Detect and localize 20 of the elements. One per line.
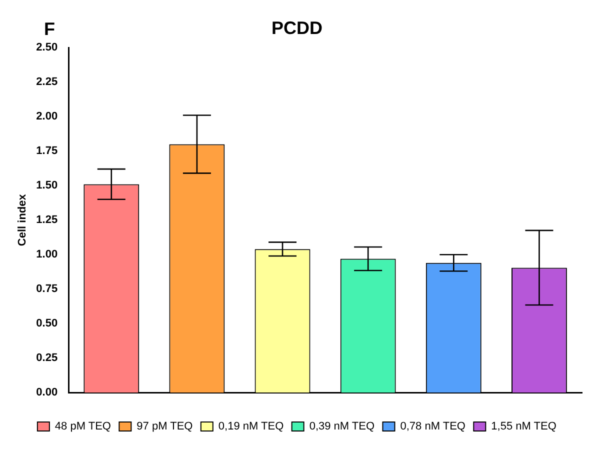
- y-axis-title: Cell index: [16, 193, 29, 246]
- legend-label: 97 pM TEQ: [136, 420, 194, 433]
- text: F: [44, 18, 55, 39]
- legend-label: 1,55 nM TEQ: [491, 420, 557, 433]
- chart-title: PCDD: [271, 18, 323, 38]
- y-tick-label: 0.25: [36, 352, 58, 364]
- legend-label: 0,39 nM TEQ: [309, 420, 375, 433]
- y-tick-label: 1.50: [36, 180, 58, 192]
- y-tick-label: 0.50: [36, 318, 58, 330]
- legend-label: 0,78 nM TEQ: [400, 420, 466, 433]
- y-tick-label: 2.25: [36, 76, 58, 88]
- y-tick-label: 0.00: [36, 386, 58, 399]
- legend-label: 48 pM TEQ: [54, 420, 112, 433]
- y-tick-label: 1.00: [36, 248, 58, 261]
- y-tick-label: 2.00: [36, 110, 58, 123]
- legend-label: 0,19 nM TEQ: [218, 420, 284, 433]
- y-tick-label: 2.50: [36, 42, 58, 54]
- y-tick-label: 0.75: [36, 283, 58, 296]
- y-tick-label: 1.25: [36, 214, 58, 226]
- y-tick-label: 1.75: [36, 145, 58, 158]
